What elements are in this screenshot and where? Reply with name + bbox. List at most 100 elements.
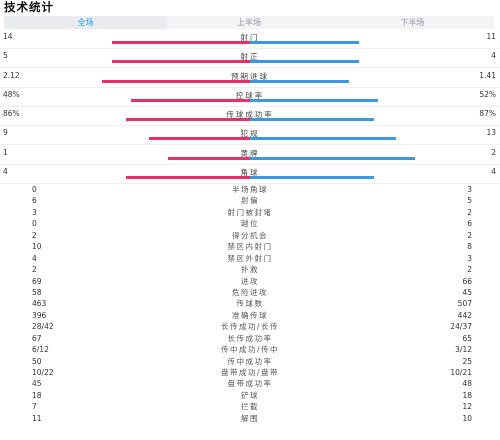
row-divider [0,183,500,185]
period-tabs: 全场 上半场 下半场 [4,16,494,29]
page-title: 技术统计 [4,0,54,14]
home-value: 2 [32,230,37,240]
away-bar [250,176,374,180]
home-value: 67 [32,333,42,343]
home-value: 7 [32,402,37,412]
away-value: 24/37 [450,322,472,332]
home-bar [131,98,250,102]
table-row: 进攻 69 66 [0,276,500,287]
away-bar [250,118,374,122]
stat-label: 黄牌 [240,148,260,158]
away-value: 2 [467,207,472,217]
home-bar [112,41,250,44]
stat-label: 解围 [241,413,259,423]
away-value: 507 [457,299,472,309]
table-row: 解围 11 10 [0,413,500,424]
home-value: 58 [32,287,42,297]
row-divider [0,86,500,88]
away-bar [250,98,378,102]
stat-bar-row: 4 角球 4 [0,165,500,185]
away-value: 3/12 [455,345,472,355]
table-row: 盘带成功率 45 48 [0,378,500,389]
home-value: 0 [32,219,37,229]
home-value: 2 [32,265,37,275]
away-value: 18 [462,390,472,400]
stat-label: 传中成功率 [227,356,273,366]
home-value: 50 [32,356,42,366]
table-row: 传中成功率 50 25 [0,356,500,367]
stat-label: 传球成功率 [226,110,274,120]
away-value: 11 [486,32,496,41]
away-value: 5 [467,196,472,206]
table-row: 越位 0 6 [0,218,500,229]
stat-label: 传球数 [236,299,264,309]
stat-label: 长传成功/长传 [220,322,280,332]
home-value: 2.12 [3,70,20,80]
away-value: 66 [462,276,472,286]
table-row: 禁区内射门 10 8 [0,241,500,252]
stat-label: 射门被封堵 [227,207,273,217]
home-value: 69 [32,276,42,286]
home-bar [168,156,250,160]
home-bar [102,79,250,83]
home-bar [112,60,250,64]
away-bar [250,156,415,160]
stat-label: 传中成功/传中 [220,345,280,355]
stat-label: 准确传球 [232,310,268,320]
home-value: 6 [32,196,37,206]
table-row: 半场角球 0 3 [0,184,500,195]
home-value: 396 [32,310,47,320]
table-row: 禁区外射门 4 3 [0,253,500,264]
stats-table: 半场角球 0 3 射偏 6 5 射门被封堵 3 2 越位 0 6 得分机会 2 2 禁区内射门 10 8 禁区外射门… [0,184,500,424]
row-divider [0,48,500,49]
away-value: 2 [467,265,472,275]
away-value: 87% [479,109,496,119]
home-value: 9 [3,128,8,138]
table-row: 得分机会 2 2 [0,230,500,241]
away-value: 3 [467,253,472,263]
stat-label: 铲球 [241,390,259,400]
away-value: 442 [457,310,472,320]
away-value: 2 [491,147,496,157]
table-row: 长传成功/长传 28/42 24/37 [0,321,500,332]
home-value: 48% [3,89,20,99]
away-bar [250,79,349,83]
away-value: 12 [462,402,472,412]
tab-second-half[interactable]: 下半场 [400,18,425,27]
stat-bar-row: 9 犯规 13 [0,126,500,146]
home-value: 18 [32,390,42,400]
table-row: 准确传球 396 442 [0,310,500,321]
stat-label: 越位 [241,219,259,229]
row-divider [0,105,500,107]
stat-label: 拦截 [241,402,259,412]
stat-bar-row: 14 射门 11 [0,30,500,49]
comparison-bars: 14 射门 11 5 射正 4 2.12 预期进球 1.41 48% 控球率 52% 86% 传球成功率 8… [0,30,500,185]
tab-full-match[interactable]: 全场 [4,16,168,29]
stat-label: 射正 [240,52,260,62]
table-row: 危险进攻 58 45 [0,287,500,298]
away-value: 3 [467,185,472,194]
home-value: 1 [3,147,8,157]
away-value: 1.41 [479,70,496,80]
table-row: 盘带成功/盘带 10/22 10/21 [0,367,500,378]
stat-bar-row: 48% 控球率 52% [0,88,500,107]
away-value: 45 [462,287,472,297]
tab-first-half[interactable]: 上半场 [236,18,261,27]
table-row: 扑救 2 2 [0,264,500,275]
stat-label: 长传成功率 [227,333,273,343]
stat-label: 危险进攻 [232,287,268,297]
stat-bar-row: 5 射正 4 [0,49,500,69]
home-value: 10 [32,242,42,252]
row-divider [0,125,500,127]
home-value: 10/22 [32,368,54,377]
away-bar [250,41,359,44]
table-row: 传球数 463 507 [0,298,500,309]
away-value: 25 [462,356,472,366]
home-value: 14 [3,32,13,41]
stat-label: 得分机会 [232,230,268,240]
table-row: 射偏 6 5 [0,195,500,206]
stat-label: 控球率 [235,90,265,100]
stat-label: 盘带成功/盘带 [220,368,280,377]
away-value: 48 [462,379,472,389]
stat-bar-row: 2.12 预期进球 1.41 [0,69,500,88]
